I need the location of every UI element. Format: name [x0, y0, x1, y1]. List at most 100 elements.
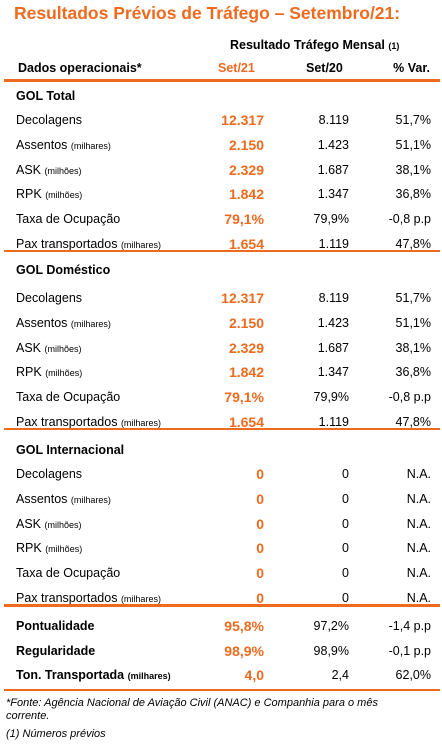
value-variation: 38,1% — [395, 162, 431, 177]
rule — [4, 689, 440, 691]
row-label: Pax transportados (milhares) — [16, 414, 161, 431]
value-current: 1.654 — [228, 236, 264, 252]
row-label-text: Assentos — [16, 137, 68, 152]
row-label-text: Pax transportados — [16, 237, 118, 251]
row-label-text: RPK — [16, 187, 42, 202]
value-variation: N.A. — [406, 566, 431, 581]
value-previous: 1.347 — [317, 187, 349, 202]
value-variation: N.A. — [406, 516, 431, 531]
row-label-text: Ton. Transportada — [16, 668, 125, 682]
note: *Fonte: Agência Nacional de Aviação Civi… — [6, 697, 378, 722]
rule — [4, 79, 440, 82]
row-label-text: Pax transportados — [16, 415, 118, 429]
value-previous: 1.119 — [318, 237, 349, 251]
row-label-text: Taxa de Ocupação — [16, 390, 121, 405]
value-current: 79,1% — [224, 211, 264, 228]
row-label: RPK (milhões) — [16, 186, 82, 203]
value-current: 0 — [256, 540, 264, 557]
value-previous: 8.119 — [318, 113, 349, 127]
row-label: Pontualidade — [16, 618, 94, 634]
group-header-text: Resultado Tráfego Mensal — [230, 38, 385, 52]
value-current: 0 — [256, 466, 264, 482]
value-variation: 51,1% — [395, 137, 431, 152]
value-previous: 1.119 — [318, 415, 349, 429]
note: (1) Números prévios — [6, 728, 106, 740]
section-title: GOL Doméstico — [16, 263, 111, 277]
value-previous: 1.687 — [317, 162, 349, 177]
row-label-text: ASK — [16, 340, 42, 355]
row-unit: (milhares) — [127, 671, 171, 681]
value-previous: 79,9% — [313, 390, 349, 405]
row-unit: (milhões) — [45, 544, 83, 555]
group-header-ref: (1) — [388, 41, 400, 51]
value-current: 0 — [256, 565, 264, 582]
row-unit: (milhares) — [70, 140, 111, 151]
value-variation: N.A. — [406, 591, 431, 605]
row-label-text: Assentos — [16, 315, 68, 330]
value-current: 1.842 — [228, 364, 264, 381]
row-label-text: Pontualidade — [16, 619, 95, 633]
row-label: RPK (milhões) — [16, 540, 82, 557]
value-previous: 97,2% — [313, 619, 349, 633]
title: Resultados Prévios de Tráfego – Setembro… — [14, 3, 401, 23]
value-current: 2.329 — [228, 339, 264, 356]
value-variation: 47,8% — [395, 415, 431, 429]
row-label: Decolagens — [16, 290, 82, 306]
value-variation: 51,7% — [395, 291, 431, 305]
value-variation: -0,8 p.p — [388, 390, 431, 405]
col-header: Set/21 — [218, 61, 255, 75]
value-current: 0 — [256, 515, 264, 532]
value-variation: 36,8% — [395, 365, 431, 380]
row-unit: (milhões) — [44, 519, 82, 530]
value-variation: N.A. — [406, 467, 431, 481]
row-label-text: Decolagens — [16, 291, 83, 305]
value-previous: 2,4 — [331, 668, 349, 682]
row-unit: (milhares) — [70, 494, 111, 505]
row-label: Decolagens — [16, 112, 82, 128]
value-variation: 51,7% — [395, 113, 431, 127]
row-unit: (milhões) — [44, 343, 82, 354]
row-unit: (milhares) — [120, 240, 161, 250]
value-current: 0 — [256, 490, 264, 507]
value-previous: 79,9% — [313, 212, 349, 227]
value-previous: 0 — [342, 541, 349, 556]
row-label-text: Taxa de Ocupação — [16, 566, 121, 581]
col-header: Dados operacionais* — [18, 61, 142, 75]
row-label: Assentos (milhares) — [16, 315, 111, 332]
value-variation: N.A. — [406, 541, 431, 556]
row-unit: (milhões) — [45, 190, 83, 201]
value-previous: 1.423 — [317, 137, 349, 152]
value-variation: 36,8% — [395, 187, 431, 202]
value-variation: 51,1% — [395, 315, 431, 330]
group-header: Resultado Tráfego Mensal (1) — [230, 37, 399, 54]
row-label: Taxa de Ocupação — [16, 211, 120, 227]
value-previous: 0 — [342, 491, 349, 506]
row-label-text: ASK — [16, 516, 42, 531]
value-current: 1.654 — [228, 414, 264, 430]
value-variation: 38,1% — [395, 340, 431, 355]
row-unit: (milhões) — [45, 368, 83, 379]
row-label: ASK (milhões) — [16, 516, 82, 533]
value-current: 2.329 — [228, 161, 264, 178]
value-current: 4,0 — [244, 667, 264, 683]
row-label: Pax transportados (milhares) — [16, 590, 161, 607]
value-variation: -1,4 p.p — [388, 619, 431, 633]
value-current: 0 — [256, 590, 264, 606]
row-label-text: RPK — [16, 541, 42, 556]
value-previous: 98,9% — [313, 643, 349, 658]
row-label: ASK (milhões) — [16, 162, 82, 179]
row-label: Pax transportados (milhares) — [16, 236, 161, 253]
value-variation: N.A. — [406, 491, 431, 506]
rule — [4, 250, 440, 252]
value-previous: 8.119 — [318, 291, 349, 305]
value-current: 1.842 — [228, 186, 264, 203]
row-label-text: RPK — [16, 365, 42, 380]
value-previous: 1.423 — [317, 315, 349, 330]
row-label: Assentos (milhares) — [16, 137, 111, 154]
row-label-text: Assentos — [16, 491, 68, 506]
value-variation: -0,8 p.p — [388, 212, 431, 227]
rule — [4, 428, 440, 430]
value-current: 95,8% — [224, 618, 264, 634]
row-label: RPK (milhões) — [16, 364, 82, 381]
